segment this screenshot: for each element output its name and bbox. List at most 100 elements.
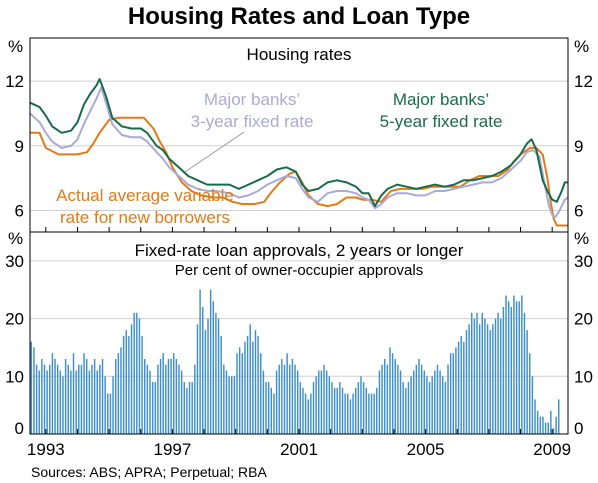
loan-approvals-bars bbox=[30, 289, 560, 434]
approval-bar bbox=[500, 318, 502, 434]
series-label-fixed3: Major banks’ 3-year fixed rate bbox=[191, 90, 314, 131]
approval-bar bbox=[270, 387, 273, 434]
approval-bar bbox=[318, 370, 320, 434]
approval-bar bbox=[420, 364, 423, 434]
approval-bar bbox=[199, 289, 201, 434]
approval-bar bbox=[162, 353, 164, 434]
series-label-fixed5-line2: 5-year fixed rate bbox=[380, 112, 503, 131]
approval-bar bbox=[310, 393, 312, 434]
approval-bar bbox=[104, 376, 106, 434]
approval-bar bbox=[125, 330, 127, 434]
approval-bar bbox=[114, 359, 117, 434]
source-note: Sources: ABS; APRA; Perpetual; RBA bbox=[31, 464, 267, 480]
approval-bar bbox=[207, 318, 209, 434]
bottom-y-tick-label-left: 30 bbox=[5, 252, 24, 271]
approval-bar bbox=[360, 376, 362, 434]
x-tick-label: 1997 bbox=[153, 440, 191, 459]
loan-approvals-y-ticks: 0 0 10 10 20 20 30 30 bbox=[5, 252, 593, 438]
approval-bar bbox=[212, 301, 215, 434]
approval-bar bbox=[64, 359, 67, 434]
approval-bar bbox=[191, 382, 193, 434]
approval-bar bbox=[49, 364, 51, 434]
approval-bar bbox=[80, 364, 83, 434]
approval-bar bbox=[405, 387, 407, 434]
approval-bar bbox=[489, 330, 491, 434]
approval-bar bbox=[463, 341, 465, 434]
approval-bar bbox=[447, 364, 449, 434]
approval-bar bbox=[542, 416, 544, 434]
bottom-y-tick-label-right: 0 bbox=[574, 419, 583, 438]
approval-bar bbox=[558, 399, 560, 434]
top-y-tick-label-right: 9 bbox=[574, 137, 583, 156]
approval-bar bbox=[373, 393, 375, 434]
approval-bar bbox=[471, 312, 473, 434]
approval-bar bbox=[362, 382, 365, 434]
approval-bar bbox=[550, 410, 552, 434]
approval-bar bbox=[75, 370, 77, 434]
approval-bar bbox=[331, 382, 333, 434]
housing-rates-panel: Housing rates 6 6 9 9 12 12 % % Major banks’ … bbox=[5, 37, 593, 227]
approval-bar bbox=[107, 393, 109, 434]
approval-bar bbox=[418, 359, 420, 434]
approval-bar bbox=[442, 376, 444, 434]
approval-bar bbox=[246, 335, 249, 434]
top-y-tick-label-left: 6 bbox=[15, 201, 24, 220]
approval-bar bbox=[112, 376, 114, 434]
approval-bar bbox=[278, 364, 280, 434]
approval-bar bbox=[434, 370, 436, 434]
series-label-fixed3-line2: 3-year fixed rate bbox=[191, 112, 314, 131]
approval-bar bbox=[72, 353, 75, 434]
approval-bar bbox=[33, 347, 35, 434]
approval-bar bbox=[299, 382, 302, 434]
approval-bar bbox=[389, 347, 391, 434]
approval-bar bbox=[173, 353, 175, 434]
approval-bar bbox=[336, 387, 338, 434]
approval-bar bbox=[149, 370, 151, 434]
approval-bar bbox=[146, 364, 149, 434]
approval-bar bbox=[354, 387, 357, 434]
approval-bar bbox=[486, 324, 489, 434]
approval-bar bbox=[138, 318, 141, 434]
approval-bar bbox=[141, 335, 143, 434]
approval-bar bbox=[275, 370, 278, 434]
approval-bar bbox=[67, 364, 69, 434]
approval-bar bbox=[526, 330, 528, 434]
approval-bar bbox=[202, 307, 204, 434]
approval-bar bbox=[286, 353, 288, 434]
approval-bar bbox=[136, 312, 138, 434]
approval-bar bbox=[188, 382, 191, 434]
approval-bar bbox=[523, 312, 526, 434]
approval-bar bbox=[165, 364, 167, 434]
approval-bar bbox=[518, 301, 520, 434]
approval-bar bbox=[555, 416, 557, 434]
approval-bar bbox=[494, 318, 497, 434]
approval-bar bbox=[38, 370, 40, 434]
approval-bar bbox=[220, 335, 222, 434]
approval-bar bbox=[233, 376, 236, 434]
approval-bar bbox=[407, 382, 410, 434]
x-axis: 1993 1997 2001 2005 2009 bbox=[27, 227, 571, 459]
chart-title: Housing Rates and Loan Type bbox=[127, 3, 471, 30]
approval-bar bbox=[510, 307, 513, 434]
approval-bar bbox=[122, 335, 125, 434]
approval-bar bbox=[120, 347, 122, 434]
approval-bar bbox=[225, 370, 228, 434]
approval-bar bbox=[167, 359, 170, 434]
approval-bar bbox=[502, 307, 505, 434]
approval-bar bbox=[399, 370, 402, 434]
approval-bar bbox=[70, 370, 72, 434]
approval-bar bbox=[539, 416, 542, 434]
approval-bar bbox=[265, 382, 267, 434]
approval-bar bbox=[228, 376, 230, 434]
top-y-tick-label-right: 6 bbox=[574, 201, 583, 220]
approval-bar bbox=[267, 382, 270, 434]
approval-bar bbox=[431, 376, 433, 434]
approval-bar bbox=[238, 347, 241, 434]
housing-rates-y-ticks: 6 6 9 9 12 12 bbox=[5, 72, 593, 220]
approval-bar bbox=[289, 364, 291, 434]
approval-bar bbox=[531, 376, 534, 434]
approval-bar bbox=[484, 318, 486, 434]
approval-bar bbox=[133, 312, 135, 434]
approval-bar bbox=[262, 370, 265, 434]
approval-bar bbox=[391, 353, 394, 434]
